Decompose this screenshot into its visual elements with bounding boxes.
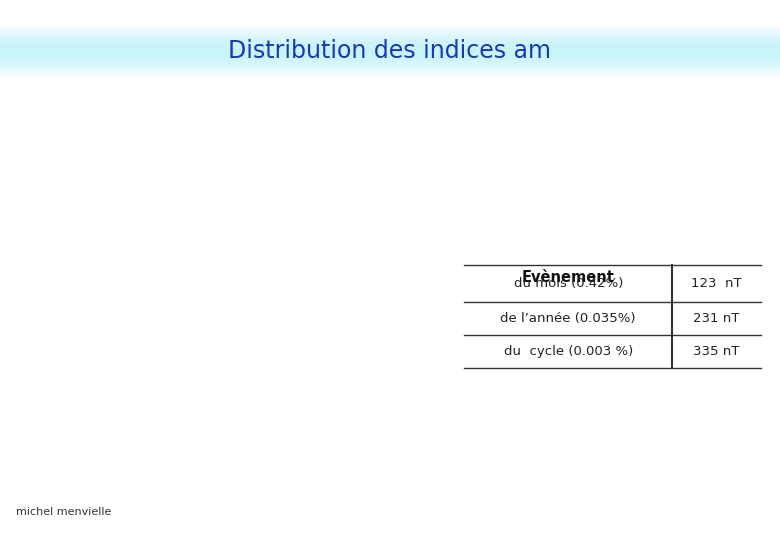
- Point: [756, 364, 765, 371]
- Point: [668, 364, 677, 371]
- Text: de l’année (0.035%): de l’année (0.035%): [501, 312, 636, 325]
- Text: 123  nT: 123 nT: [691, 277, 742, 290]
- Point: [459, 332, 469, 338]
- Text: 335 nT: 335 nT: [693, 345, 739, 358]
- Text: du  cycle (0.003 %): du cycle (0.003 %): [504, 345, 633, 358]
- Point: [756, 299, 765, 305]
- Point: [459, 262, 469, 268]
- Point: [459, 364, 469, 371]
- Point: [668, 262, 677, 268]
- Text: michel menvielle: michel menvielle: [16, 507, 111, 517]
- Text: Distribution des indices am: Distribution des indices am: [229, 39, 551, 63]
- Point: [756, 262, 765, 268]
- Point: [756, 332, 765, 338]
- Point: [459, 299, 469, 305]
- Text: 231 nT: 231 nT: [693, 312, 739, 325]
- Text: Evènement: Evènement: [522, 271, 615, 286]
- Text: du mois (0.42%): du mois (0.42%): [513, 277, 623, 290]
